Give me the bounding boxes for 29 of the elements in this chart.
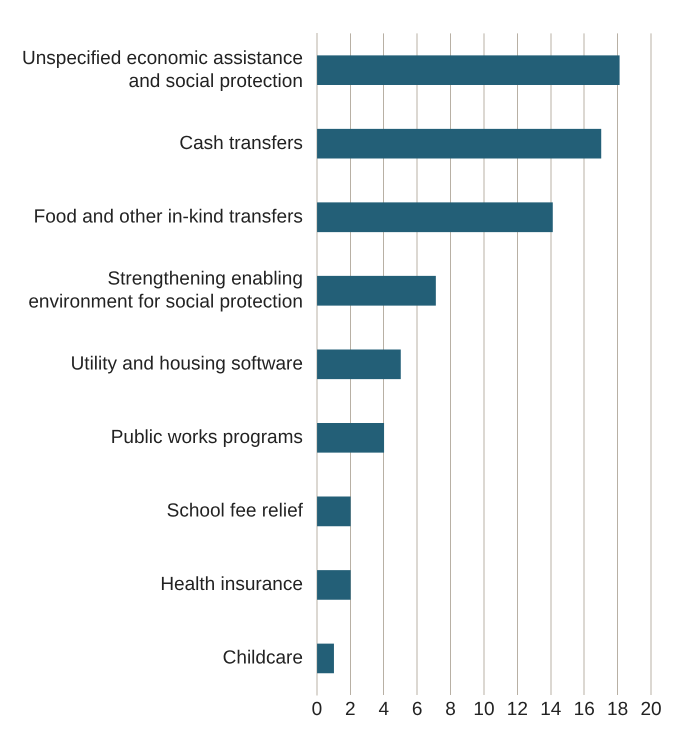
x-tick-label: 2 xyxy=(345,698,356,720)
bar xyxy=(317,496,351,526)
x-tick-label: 20 xyxy=(640,698,662,720)
bar xyxy=(317,570,351,600)
y-tick-label: Childcare xyxy=(222,648,303,669)
y-tick-label: Strengthening enabling environment for social protection xyxy=(28,268,303,312)
y-tick-label: Unspecified economic assistance and social protection xyxy=(22,48,303,92)
x-tick-label: 0 xyxy=(312,698,322,720)
bar xyxy=(317,55,620,85)
x-tick-label: 12 xyxy=(506,698,528,720)
y-tick-label: School fee relief xyxy=(166,500,304,522)
y-tick-label: Utility and housing software xyxy=(70,354,303,375)
x-tick-label: 14 xyxy=(540,698,562,720)
y-tick-label: Health insurance xyxy=(160,574,303,596)
bar xyxy=(317,644,334,674)
x-tick-label: 6 xyxy=(412,698,422,720)
x-tick-label: 10 xyxy=(473,698,495,720)
bar xyxy=(317,276,436,306)
bar xyxy=(317,423,384,453)
x-tick-label: 4 xyxy=(378,698,390,720)
bar xyxy=(317,202,553,232)
y-tick-label: Cash transfers xyxy=(179,132,303,154)
bar xyxy=(317,128,602,159)
y-tick-label: Public works programs xyxy=(110,427,303,448)
x-tick-label: 16 xyxy=(574,698,595,720)
x-tick-label: 18 xyxy=(607,698,628,720)
bar xyxy=(317,349,401,380)
y-tick-label: Food and other in-kind transfers xyxy=(34,206,303,228)
x-tick-label: 8 xyxy=(445,698,456,720)
